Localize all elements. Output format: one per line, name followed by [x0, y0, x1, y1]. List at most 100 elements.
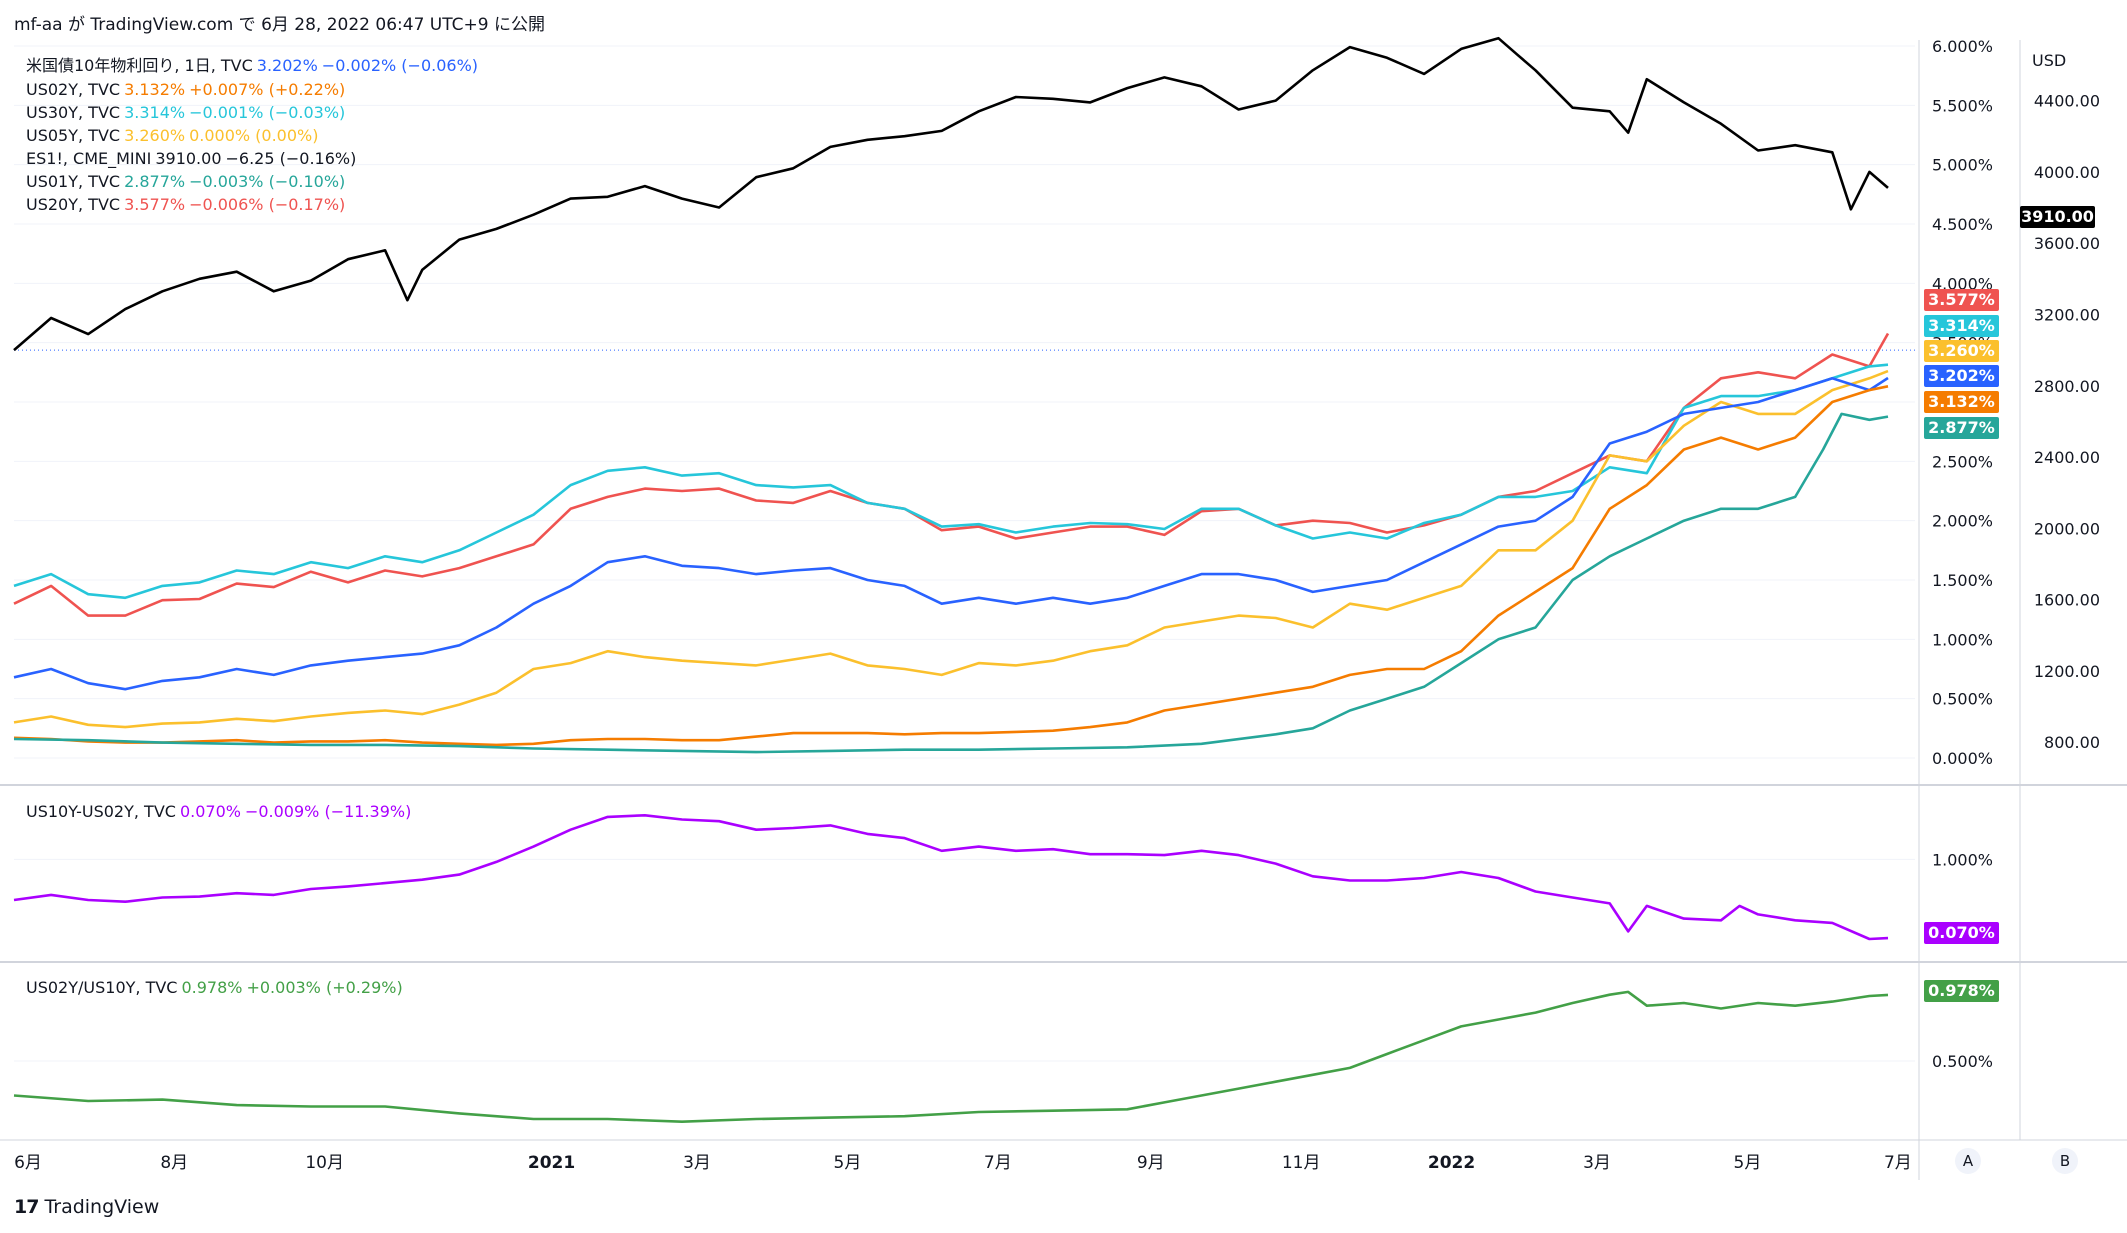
series-line-spread	[13, 813, 1889, 941]
time-axis-label: 10月	[305, 1153, 344, 1173]
badge-us10y: 3.202%	[1924, 365, 1999, 387]
legend-value: 3.577%	[124, 195, 186, 214]
time-axis-label: 8月	[160, 1153, 188, 1173]
ratio-pane-legend: US02Y/US10Y, TVC 0.978% +0.003% (+0.29%)	[26, 978, 407, 1001]
tradingview-logo-icon: 17	[14, 1196, 39, 1218]
time-axis-label: 7月	[984, 1153, 1012, 1173]
badge-us30y: 3.314%	[1924, 315, 1999, 337]
left-axis-tick-label: 0.000%	[1932, 749, 1993, 768]
legend-value: 3.132%	[124, 80, 186, 99]
legend-value: 0.978%	[181, 978, 243, 997]
legend-change: +0.003% (+0.29%)	[246, 978, 403, 997]
right-axis-tick-label: 2000.00	[2034, 519, 2100, 538]
legend-change: 0.000% (0.00%)	[189, 126, 319, 145]
axis-a-button[interactable]: A	[1955, 1148, 1981, 1174]
time-axis-label: 5月	[1734, 1153, 1762, 1173]
legend-symbol: US30Y, TVC	[26, 103, 121, 122]
legend-change: −0.002% (−0.06%)	[321, 56, 479, 75]
series-line-main	[13, 376, 1889, 691]
legend-change: −0.001% (−0.03%)	[189, 103, 346, 122]
left-axis-tick-label: 0.500%	[1932, 690, 1993, 709]
axis-b-button[interactable]: B	[2052, 1148, 2078, 1174]
time-axis-label: 3月	[1583, 1153, 1611, 1173]
legend-value: 3.314%	[124, 103, 186, 122]
ratio-axis-tick-label: 0.500%	[1932, 1052, 1993, 1071]
main-pane-legend: 米国債10年物利回り, 1日, TVC 3.202% −0.002% (−0.06%…	[26, 52, 482, 218]
left-axis-tick-label: 5.000%	[1932, 156, 1993, 175]
legend-symbol: US02Y/US10Y, TVC	[26, 978, 178, 997]
series-line-main	[13, 36, 1889, 352]
legend-change: −0.009% (−11.39%)	[244, 802, 412, 821]
publish-header: mf-aa が TradingView.com で 6月 28, 2022 06…	[14, 15, 545, 35]
series-line-main	[13, 369, 1889, 729]
legend-value: 3.202%	[256, 56, 318, 75]
badge-spread: 0.070%	[1924, 922, 1999, 944]
left-axis-tick-label: 4.000%	[1932, 274, 1993, 293]
spread-pane-legend: US10Y-US02Y, TVC 0.070% −0.009% (−11.39%)	[26, 802, 415, 825]
badge-us02y: 3.132%	[1924, 391, 1999, 413]
time-axis-label: 9月	[1137, 1153, 1165, 1173]
legend-row: US02Y, TVC 3.132% +0.007% (+0.22%)	[26, 80, 482, 99]
legend-row: ES1!, CME_MINI 3910.00 −6.25 (−0.16%)	[26, 149, 482, 168]
series-line-main	[13, 363, 1889, 600]
badge-es: 3910.00	[2020, 206, 2095, 228]
badge-us01y: 2.877%	[1924, 417, 1999, 439]
spread-axis-tick-label: 1.000%	[1932, 850, 1993, 869]
badge-ratio: 0.978%	[1924, 980, 1999, 1002]
legend-symbol: US10Y-US02Y, TVC	[26, 802, 176, 821]
right-axis-tick-label: 3200.00	[2034, 305, 2100, 324]
badge-us05y: 3.260%	[1924, 340, 1999, 362]
legend-row: US20Y, TVC 3.577% −0.006% (−0.17%)	[26, 195, 482, 214]
series-line-main	[13, 332, 1890, 617]
legend-row: US10Y-US02Y, TVC 0.070% −0.009% (−11.39%)	[26, 802, 415, 821]
legend-symbol: US02Y, TVC	[26, 80, 121, 99]
time-axis-label: 2022	[1428, 1153, 1475, 1173]
right-axis-tick-label: 2800.00	[2034, 377, 2100, 396]
time-axis-label: 11月	[1282, 1153, 1321, 1173]
legend-symbol: ES1!, CME_MINI	[26, 149, 152, 168]
legend-symbol: US05Y, TVC	[26, 126, 121, 145]
legend-symbol: US01Y, TVC	[26, 172, 121, 191]
left-axis-tick-label: 6.000%	[1932, 37, 1993, 56]
tradingview-brand: TradingView	[44, 1196, 160, 1218]
time-axis-label: 2021	[528, 1153, 575, 1173]
left-axis-tick-label: 1.500%	[1932, 571, 1993, 590]
time-axis-label: 5月	[834, 1153, 862, 1173]
legend-change: −6.25 (−0.16%)	[225, 149, 357, 168]
right-axis-tick-label: 3600.00	[2034, 234, 2100, 253]
legend-symbol: 米国債10年物利回り, 1日, TVC	[26, 56, 253, 75]
left-axis-tick-label: 5.500%	[1932, 96, 1993, 115]
time-axis-label: 6月	[14, 1153, 42, 1173]
legend-value: 0.070%	[179, 802, 241, 821]
legend-row: US01Y, TVC 2.877% −0.003% (−0.10%)	[26, 172, 482, 191]
legend-value: 3910.00	[155, 149, 222, 168]
right-axis-tick-label: 800.00	[2044, 733, 2100, 752]
legend-change: −0.003% (−0.10%)	[189, 172, 346, 191]
legend-row: US05Y, TVC 3.260% 0.000% (0.00%)	[26, 126, 482, 145]
legend-change: −0.006% (−0.17%)	[189, 195, 346, 214]
time-axis-label: 7月	[1884, 1153, 1912, 1173]
right-axis-tick-label: 4400.00	[2034, 92, 2100, 111]
left-axis-tick-label: 1.000%	[1932, 630, 1993, 649]
tradingview-footer: 17 TradingView	[14, 1196, 159, 1218]
legend-row: 米国債10年物利回り, 1日, TVC 3.202% −0.002% (−0.06%…	[26, 52, 482, 76]
series-line-main	[13, 385, 1889, 747]
legend-value: 3.260%	[124, 126, 186, 145]
badge-us20y: 3.577%	[1924, 289, 1999, 311]
right-axis-tick-label: 4000.00	[2034, 163, 2100, 182]
right-axis-tick-label: 1600.00	[2034, 591, 2100, 610]
price-axis-unit: USD	[2032, 51, 2066, 70]
series-line-main	[13, 412, 1889, 754]
left-axis-tick-label: 2.500%	[1932, 452, 1993, 471]
legend-symbol: US20Y, TVC	[26, 195, 121, 214]
left-axis-tick-label: 4.500%	[1932, 215, 1993, 234]
right-axis-tick-label: 2400.00	[2034, 448, 2100, 467]
time-axis-label: 3月	[683, 1153, 711, 1173]
left-axis-tick-label: 2.000%	[1932, 512, 1993, 531]
series-line-ratio	[13, 990, 1889, 1123]
legend-row: US30Y, TVC 3.314% −0.001% (−0.03%)	[26, 103, 482, 122]
legend-value: 2.877%	[124, 172, 186, 191]
right-axis-tick-label: 1200.00	[2034, 662, 2100, 681]
legend-row: US02Y/US10Y, TVC 0.978% +0.003% (+0.29%)	[26, 978, 407, 997]
